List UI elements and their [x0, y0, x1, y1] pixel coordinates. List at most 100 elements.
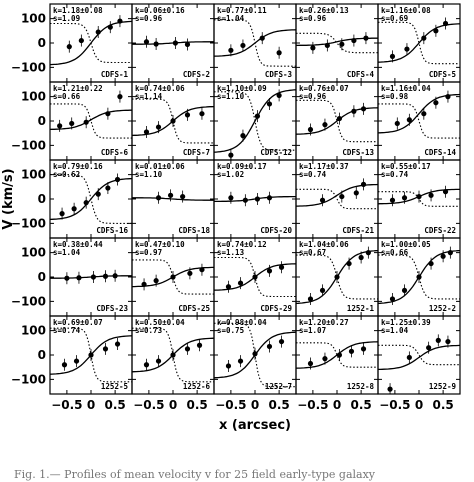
panel-id-label: CDFS-3 [265, 70, 293, 79]
data-point [76, 275, 82, 281]
data-point [447, 250, 453, 256]
y-tick-label: −100 [11, 294, 46, 308]
data-point [141, 281, 147, 287]
data-point [64, 275, 70, 281]
data-point [433, 28, 439, 34]
data-point [406, 117, 412, 123]
panel-k-label: k=0.77±0.11 [217, 6, 267, 15]
panel-s-label: s=1.04 [53, 248, 81, 257]
y-tick-label: 100 [21, 168, 46, 182]
panel-k-label: k=1.18±0.08 [53, 6, 103, 15]
y-tick-label: 0 [38, 270, 46, 284]
figure-caption: Fig. 1.— Profiles of mean velocity v for… [14, 468, 376, 481]
data-point [416, 274, 422, 280]
data-point [324, 42, 330, 49]
data-point [358, 254, 364, 261]
data-point [242, 197, 248, 203]
panel-id-label: CDFS-1 [101, 70, 129, 79]
panel-k-label: k=0.98±0.04 [217, 318, 267, 327]
panel-s-label: s=1.04 [381, 326, 409, 335]
panel-id-label: CDFS-29 [260, 304, 292, 313]
model-curve-solid [296, 183, 378, 207]
data-point [73, 358, 80, 364]
data-point [170, 118, 176, 124]
data-point [59, 211, 65, 217]
panel-s-label: s=0.97 [135, 248, 162, 257]
data-point [401, 287, 408, 294]
data-point [348, 348, 355, 354]
data-point [416, 193, 422, 200]
data-point [237, 358, 244, 364]
data-point [225, 363, 232, 369]
panel-k-label: k=0.26±0.13 [299, 6, 349, 15]
panel-s-label: s=0.66 [53, 92, 81, 101]
model-curve-dotted [378, 344, 460, 366]
data-point [228, 47, 234, 53]
data-point [199, 111, 205, 117]
y-tick-label: 100 [21, 324, 46, 338]
panel-id-label: 1252-2 [429, 304, 456, 313]
model-curve-dotted [296, 342, 378, 368]
panel-k-label: k=1.17±0.37 [299, 162, 349, 171]
y-tick-label: −100 [11, 138, 46, 152]
data-point [426, 345, 432, 351]
panel-k-label: k=0.55±0.17 [381, 162, 431, 171]
model-curve-dotted [296, 99, 378, 143]
data-point [240, 133, 246, 139]
data-point [102, 346, 109, 352]
data-point [433, 100, 439, 106]
panel-id-label: CDFS-16 [96, 226, 128, 235]
data-point [95, 29, 101, 35]
panel-k-label: k=0.09±0.17 [217, 162, 267, 171]
data-point [199, 267, 205, 273]
data-point [322, 122, 328, 128]
data-point [428, 192, 434, 198]
data-point [435, 337, 441, 343]
data-point [440, 253, 446, 259]
data-point [319, 197, 326, 203]
panel-id-label: CDFS-14 [424, 148, 456, 157]
data-point [319, 287, 326, 294]
data-point [61, 362, 68, 368]
panel-s-label: s=0.73 [135, 326, 163, 335]
data-point [66, 44, 72, 50]
data-point [167, 192, 174, 198]
data-point [259, 35, 265, 41]
model-curve-solid [214, 89, 296, 153]
panel-s-label: s=0.66 [381, 248, 409, 257]
data-point [266, 101, 273, 107]
data-point [71, 206, 77, 212]
data-point [69, 120, 75, 127]
data-point [322, 356, 328, 362]
panel-k-label: k=1.10±0.09 [217, 84, 267, 93]
data-point [336, 115, 343, 122]
x-tick-label: −0.5 [51, 398, 82, 412]
data-point [394, 120, 400, 127]
data-point [153, 41, 159, 47]
panel-s-label: s=0.62 [53, 170, 80, 179]
panel-s-label: s=1.02 [217, 170, 244, 179]
panel-s-label: s=1.10 [135, 170, 163, 179]
data-point [389, 53, 396, 60]
data-point [360, 106, 367, 112]
data-point [153, 278, 159, 284]
panel-id-label: 1252-8 [347, 382, 375, 391]
y-axis-title: V (km/s) [1, 168, 16, 229]
data-point [83, 119, 89, 125]
panel-id-label: CDFS-23 [96, 304, 128, 313]
panel-id-label: CDFS-13 [342, 148, 374, 157]
data-point [143, 362, 150, 368]
data-point [445, 338, 451, 345]
data-point [112, 273, 118, 279]
y-tick-label: 0 [38, 348, 46, 362]
data-point [170, 352, 176, 358]
y-tick-label: 100 [21, 90, 46, 104]
panel-k-label: k=0.50±0.04 [135, 318, 185, 327]
panel-s-label: s=0.74 [299, 170, 327, 179]
data-point [445, 94, 451, 100]
data-point [57, 123, 63, 129]
y-tick-label: −100 [11, 372, 46, 386]
panel-k-label: k=0.38±0.44 [53, 240, 103, 249]
x-tick-label: −0.5 [215, 398, 246, 412]
panel-id-label: CDFS-6 [101, 148, 129, 157]
